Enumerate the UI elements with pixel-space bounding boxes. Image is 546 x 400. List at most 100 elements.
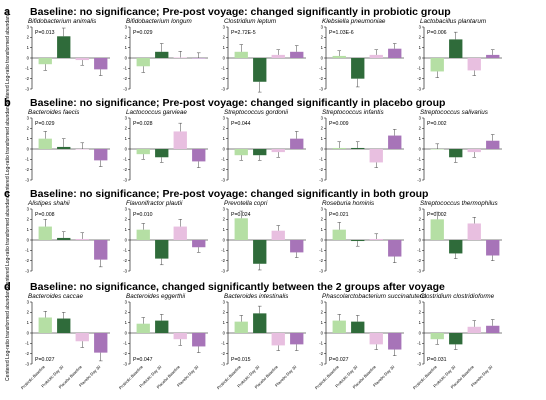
bar — [192, 240, 206, 248]
y-tick-label: -2 — [221, 76, 225, 81]
y-tick-label: 2 — [321, 126, 324, 131]
bar — [192, 58, 206, 59]
y-axis-label: Centered Log-ratio transformed abundance — [5, 192, 11, 288]
y-tick-label: -2 — [123, 351, 127, 356]
bar — [351, 147, 365, 149]
panel-title: Baseline: no significance; Pre-post voya… — [30, 97, 445, 109]
bar — [234, 218, 248, 240]
y-tick-label: 2 — [419, 217, 422, 222]
y-tick-label: -1 — [25, 248, 29, 253]
y-tick-label: 3 — [321, 299, 324, 304]
y-tick-label: 2 — [125, 217, 128, 222]
y-tick-label: 3 — [27, 115, 30, 120]
y-tick-label: -1 — [319, 66, 323, 71]
subplot-title: Flavonifractor plautii — [126, 200, 183, 207]
y-tick-label: -3 — [221, 177, 225, 182]
y-axis-label: Centered Log-ratio transformed abundance — [5, 285, 11, 381]
bar — [467, 58, 481, 71]
y-tick-label: -1 — [417, 66, 421, 71]
y-tick-label: -3 — [123, 361, 127, 366]
bar — [57, 237, 71, 240]
y-tick-label: 1 — [419, 320, 422, 325]
y-tick-label: 1 — [125, 45, 128, 50]
y-axis-label: Centered Log-ratio transformed abundance — [5, 10, 11, 106]
subplot-title: Streptococcus salivarius — [420, 109, 489, 116]
bar — [290, 240, 304, 253]
p-value-label: P=0.044 — [231, 121, 251, 127]
y-tick-label: -1 — [123, 66, 127, 71]
y-tick-label: 1 — [419, 136, 422, 141]
subplot-title: Bacteroides faecis — [28, 109, 80, 116]
y-tick-label: -1 — [221, 66, 225, 71]
y-tick-label: 2 — [27, 217, 30, 222]
y-tick-label: 3 — [27, 299, 30, 304]
panel-letter: d — [4, 281, 11, 293]
p-value-label: P=0.010 — [133, 212, 153, 218]
y-tick-label: -1 — [319, 341, 323, 346]
y-tick-label: -2 — [417, 351, 421, 356]
y-tick-label: -1 — [417, 341, 421, 346]
y-tick-label: 1 — [27, 45, 30, 50]
bar — [290, 333, 304, 345]
y-tick-label: 0 — [321, 55, 324, 60]
subplot-title: Lactococcus garvieae — [126, 109, 187, 116]
bar — [94, 240, 108, 260]
y-tick-label: -2 — [221, 351, 225, 356]
p-value-label: P=0.008 — [35, 212, 55, 218]
bar — [75, 149, 89, 150]
bar — [94, 333, 108, 353]
subplot-title: Bifidobacterium longum — [126, 18, 192, 25]
y-tick-label: 2 — [321, 35, 324, 40]
p-value-label: P=0.002 — [427, 121, 447, 127]
bar — [430, 219, 444, 240]
subplot-title: Streptococcus gordonii — [224, 109, 289, 116]
y-tick-label: 0 — [321, 330, 324, 335]
y-tick-label: -2 — [123, 258, 127, 263]
y-tick-label: -1 — [221, 157, 225, 162]
p-value-label: P=0.027 — [35, 357, 55, 363]
bar — [271, 230, 285, 240]
y-tick-label: 3 — [419, 206, 422, 211]
bar — [253, 313, 267, 333]
p-value-label: P=0.028 — [133, 121, 153, 127]
p-value-label: P=2.72E-5 — [231, 30, 256, 36]
y-tick-label: -2 — [25, 258, 29, 263]
bar — [75, 238, 89, 240]
bar — [192, 149, 206, 162]
bar — [351, 321, 365, 333]
p-value-label: P=0.015 — [231, 357, 251, 363]
y-tick-label: 3 — [419, 299, 422, 304]
y-tick-label: 1 — [223, 320, 226, 325]
y-tick-label: -1 — [319, 157, 323, 162]
bar — [192, 333, 206, 347]
subplot-title: Bacteroides eggerthii — [126, 293, 186, 300]
y-tick-label: -3 — [221, 86, 225, 91]
bar — [430, 58, 444, 72]
bar — [467, 326, 481, 333]
y-tick-label: -2 — [25, 167, 29, 172]
bar — [388, 48, 402, 58]
y-tick-label: 3 — [223, 299, 226, 304]
subplot-title: Bifidobacterium animalis — [28, 18, 97, 25]
y-tick-label: 0 — [223, 146, 226, 151]
panel-title: Baseline: no significance, changed signi… — [30, 281, 445, 293]
y-tick-label: -2 — [319, 76, 323, 81]
y-tick-label: -2 — [319, 351, 323, 356]
p-value-label: P=0.024 — [231, 212, 251, 218]
bar — [449, 149, 463, 158]
y-tick-label: -3 — [25, 361, 29, 366]
bar — [155, 149, 169, 158]
y-tick-label: 1 — [125, 227, 128, 232]
y-tick-label: -3 — [25, 86, 29, 91]
bar — [290, 138, 304, 149]
y-tick-label: -3 — [319, 361, 323, 366]
bar — [271, 149, 285, 153]
panel-letter: b — [4, 97, 11, 109]
y-tick-label: 1 — [321, 227, 324, 232]
panel-letter: a — [4, 6, 11, 18]
bar — [57, 36, 71, 58]
y-tick-label: -1 — [417, 248, 421, 253]
bar — [449, 333, 463, 345]
y-tick-label: -3 — [123, 86, 127, 91]
y-tick-label: 0 — [125, 330, 128, 335]
